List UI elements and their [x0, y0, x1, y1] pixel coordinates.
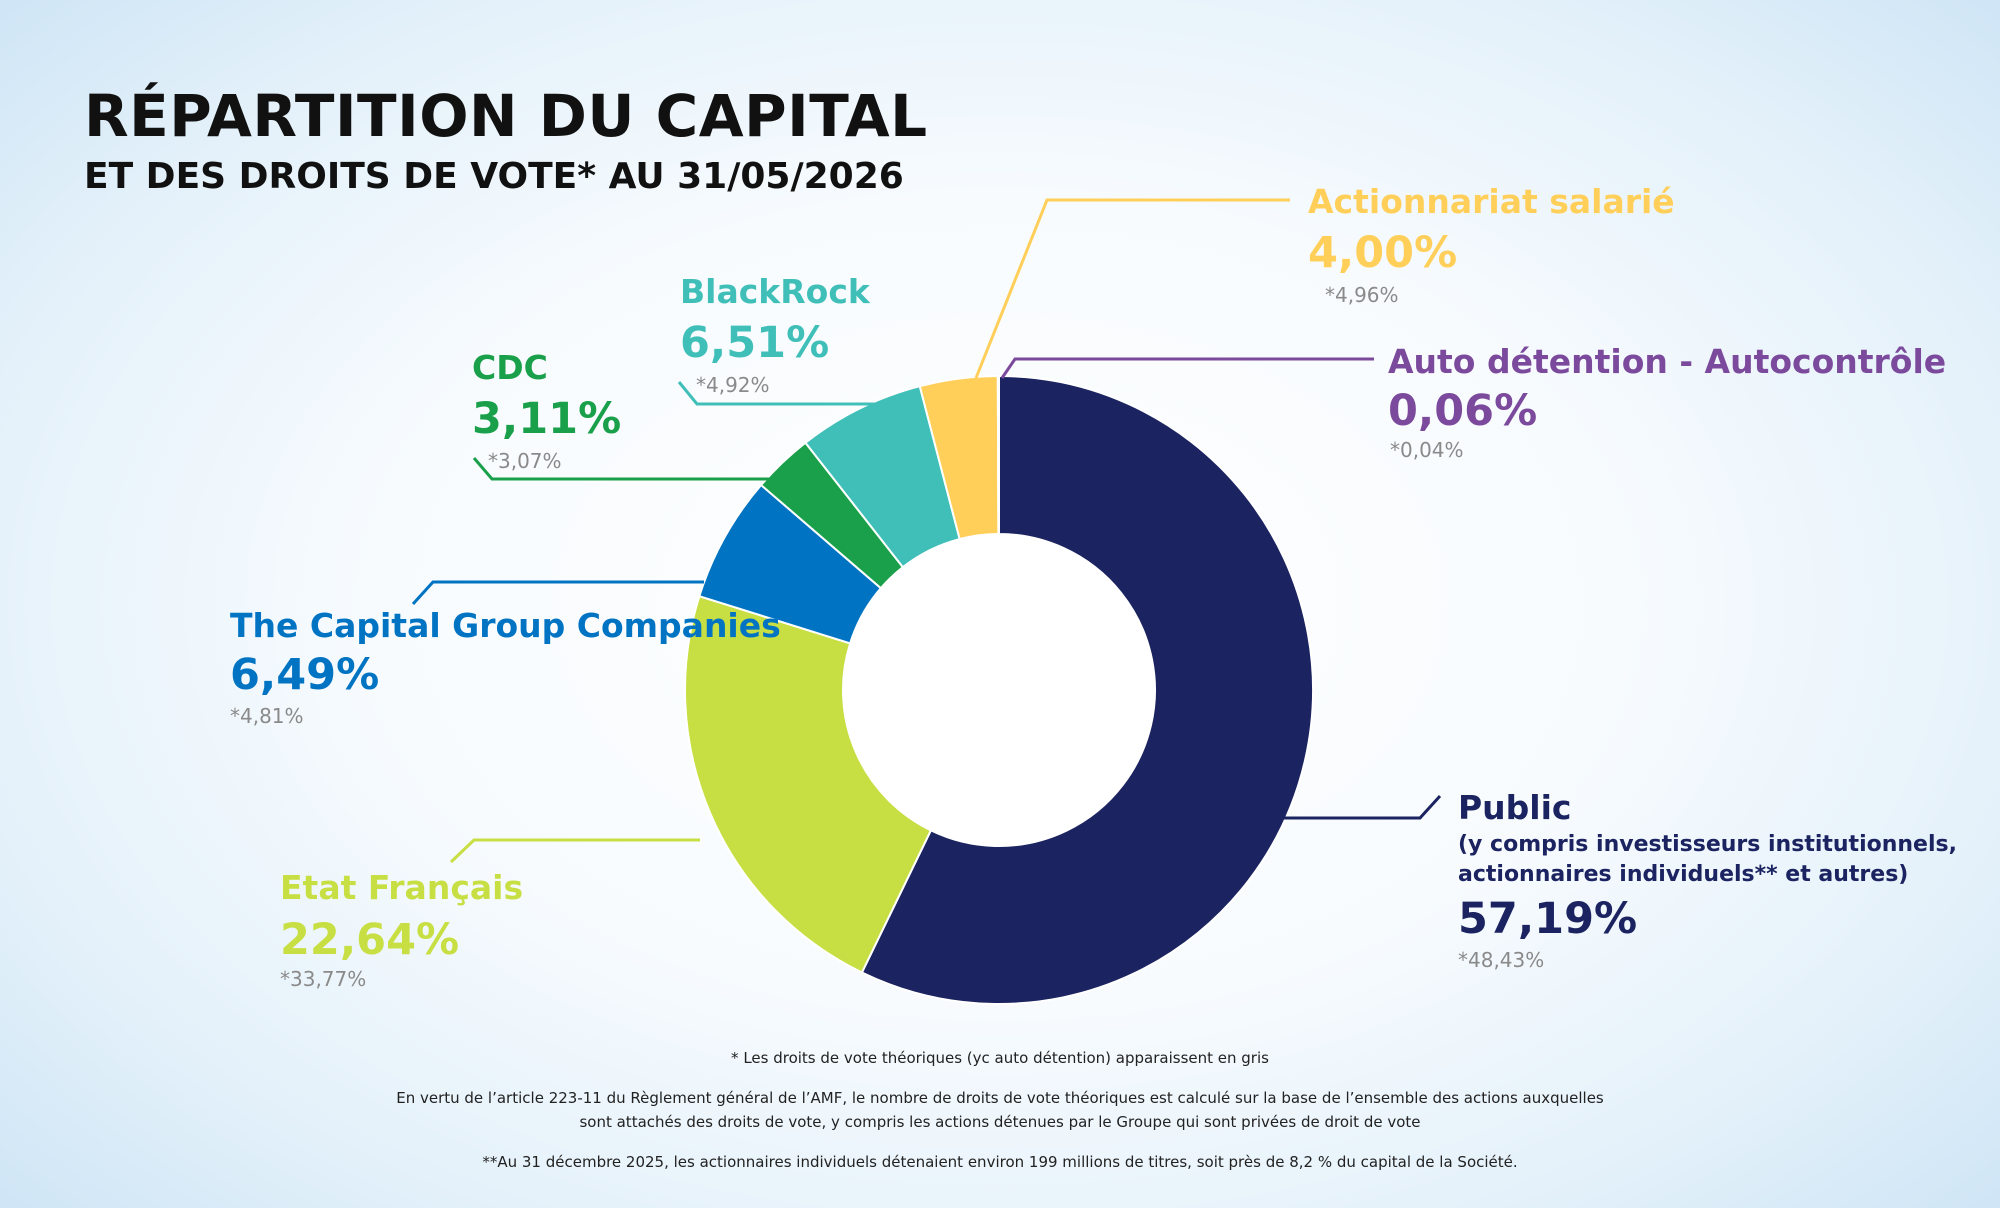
label-blackrock-name: BlackRock	[680, 272, 870, 311]
leader-line-etat	[449, 838, 700, 864]
leader-line-public	[1238, 794, 1442, 820]
label-public-note1: (y compris investisseurs institutionnels…	[1458, 832, 1957, 857]
label-auto-value: 0,06%	[1388, 386, 1538, 436]
page-title: RÉPARTITION DU CAPITAL	[84, 82, 928, 150]
label-salarie-name: Actionnariat salarié	[1308, 182, 1675, 221]
leader-line-salarie	[974, 198, 1290, 379]
label-blackrock-value: 6,51%	[680, 318, 830, 368]
label-public-value: 57,19%	[1458, 894, 1638, 944]
label-public-name: Public	[1458, 788, 1572, 827]
label-public-voting: *48,43%	[1458, 948, 1545, 972]
footnote-amf-line2: sont attachés des droits de vote, y comp…	[579, 1113, 1421, 1131]
label-etat-voting: *33,77%	[280, 967, 367, 991]
label-etat-value: 22,64%	[280, 915, 460, 965]
label-capital-group-voting: *4,81%	[230, 704, 304, 728]
label-auto-name: Auto détention - Autocontrôle	[1388, 342, 1947, 381]
leader-line-capital-group	[411, 580, 704, 606]
slice-auto-detention	[996, 374, 1000, 536]
leader-line-blackrock	[677, 381, 922, 406]
label-etat-name: Etat Français	[280, 868, 524, 907]
label-public-note2: actionnaires individuels** et autres)	[1458, 862, 1909, 887]
leader-line-auto	[1000, 357, 1374, 379]
label-cdc-voting: *3,07%	[488, 449, 562, 473]
donut-slices	[684, 374, 1314, 1005]
footnote-individual-holders: **Au 31 décembre 2025, les actionnaires …	[482, 1153, 1518, 1171]
label-capital-group-name: The Capital Group Companies	[230, 606, 781, 645]
label-cdc-value: 3,11%	[472, 394, 622, 444]
donut-hole	[843, 534, 1155, 846]
page-subtitle: ET DES DROITS DE VOTE* AU 31/05/2026	[84, 156, 904, 197]
leader-lines	[411, 198, 1442, 864]
label-salarie-value: 4,00%	[1308, 228, 1458, 278]
label-blackrock-voting: *4,92%	[696, 373, 770, 397]
label-salarie-voting: *4,96%	[1325, 283, 1399, 307]
label-auto-voting: *0,04%	[1390, 438, 1464, 462]
label-capital-group-value: 6,49%	[230, 650, 380, 700]
footnote-amf-line1: En vertu de l’article 223-11 du Règlemen…	[396, 1089, 1604, 1107]
label-cdc-name: CDC	[472, 348, 548, 387]
footnote-voting-rights: * Les droits de vote théoriques (yc auto…	[731, 1049, 1269, 1067]
leader-line-cdc	[472, 457, 770, 481]
